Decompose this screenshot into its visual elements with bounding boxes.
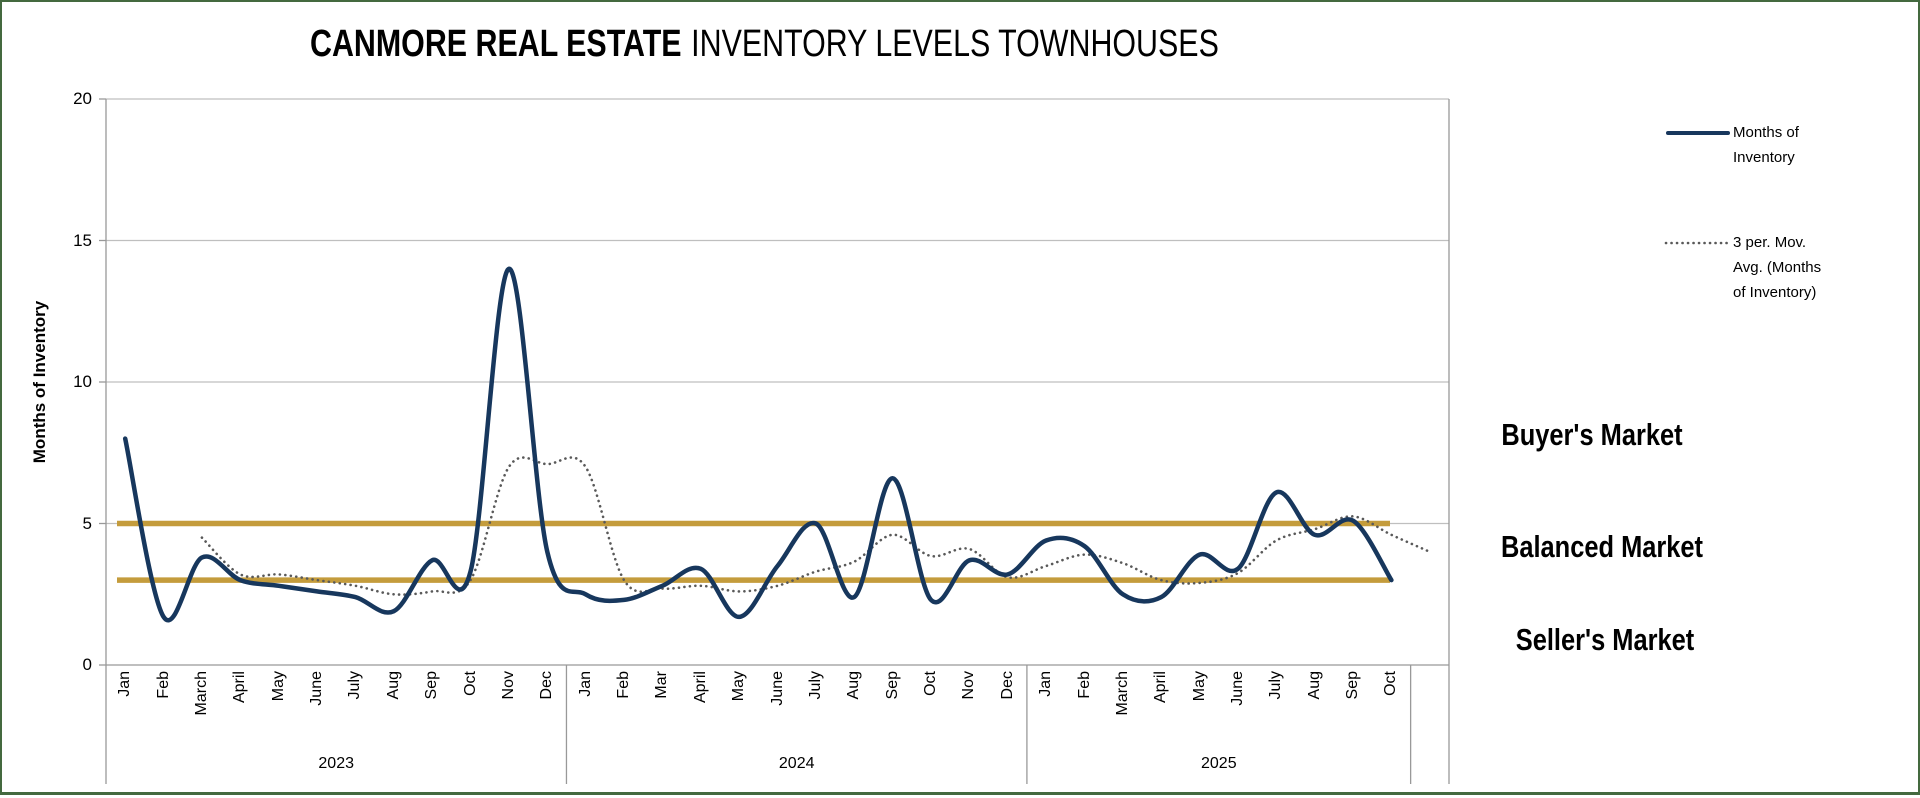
x-axis-month-label: July	[806, 671, 824, 700]
legend-solid-line-marker	[1666, 131, 1730, 135]
x-axis-month-label: Sep	[423, 671, 441, 700]
x-axis-month-label: Oct	[1382, 671, 1400, 696]
x-axis-month-label: Aug	[1305, 671, 1323, 700]
x-axis-month-label: March	[192, 671, 210, 716]
x-axis-month-label: June	[308, 671, 325, 706]
y-tick-label-0: 0	[82, 655, 92, 674]
x-axis-month-label: June	[768, 671, 786, 706]
sellers-market-label: Seller's Market	[1515, 622, 1695, 657]
buyers-market-label: Buyer's Market	[1501, 417, 1683, 452]
x-axis-month-label: Jan	[116, 671, 134, 697]
x-axis-month-label: Nov	[499, 671, 517, 700]
x-axis-month-label: July	[1267, 671, 1285, 700]
x-axis-month-label: July	[346, 671, 364, 700]
moving-average-line	[200, 456, 1432, 596]
legend-item-moving-average: 3 per. Mov. Avg. (Months of Inventory)	[1733, 234, 1822, 301]
x-axis-month-label: May	[1190, 671, 1208, 702]
x-axis-month-label: May	[730, 671, 748, 702]
y-tick-label-5: 5	[82, 513, 92, 533]
months-of-inventory-line	[122, 266, 1394, 623]
x-axis-month-label: June	[1229, 671, 1246, 706]
x-axis-month-label: April	[1152, 671, 1170, 704]
x-axis-month-label: Dec	[538, 671, 556, 700]
y-tick-label-20: 20	[73, 89, 92, 108]
y-axis-title: Months of Inventory	[30, 300, 49, 464]
x-axis-month-label: April	[231, 671, 249, 704]
x-axis-month-label: Feb	[154, 671, 172, 699]
legend-item-months-of-inventory: Months of Inventory	[1733, 124, 1799, 166]
x-axis-year-label-2025: 2025	[1201, 755, 1237, 772]
x-axis-year-label-2023: 2023	[318, 755, 354, 772]
chart-title-brand: CANMORE REAL ESTATE	[310, 23, 682, 65]
x-axis-month-label: Feb	[615, 671, 632, 699]
y-tick-label-10: 10	[73, 372, 92, 391]
x-axis-month-label: April	[691, 671, 709, 704]
x-axis-year-label-2024: 2024	[778, 755, 815, 772]
x-axis-month-label: Feb	[1075, 671, 1093, 699]
x-axis-month-label: Sep	[883, 671, 901, 700]
x-axis-month-label: Jan	[1037, 671, 1055, 697]
chart-title: CANMORE REAL ESTATE INVENTORY LEVELS TOWN…	[310, 24, 1219, 64]
x-axis-month-label: Oct	[922, 671, 939, 696]
x-axis-month-label: May	[269, 671, 287, 702]
x-axis-month-label: Jan	[576, 671, 594, 697]
chart-title-subtitle: INVENTORY LEVELS TOWNHOUSES	[691, 23, 1219, 65]
x-axis-month-label: Oct	[461, 671, 479, 696]
x-axis-month-label: Aug	[845, 671, 863, 700]
x-axis-month-label: Mar	[653, 671, 671, 699]
y-tick-label-15: 15	[73, 230, 92, 250]
x-axis-month-label: Sep	[1344, 671, 1362, 700]
x-axis-month-label: Nov	[960, 671, 978, 700]
x-axis-month-label: March	[1113, 671, 1131, 716]
x-axis-month-label: Dec	[998, 671, 1016, 700]
balanced-market-label: Balanced Market	[1500, 529, 1704, 564]
x-axis-month-label: Aug	[384, 671, 402, 700]
